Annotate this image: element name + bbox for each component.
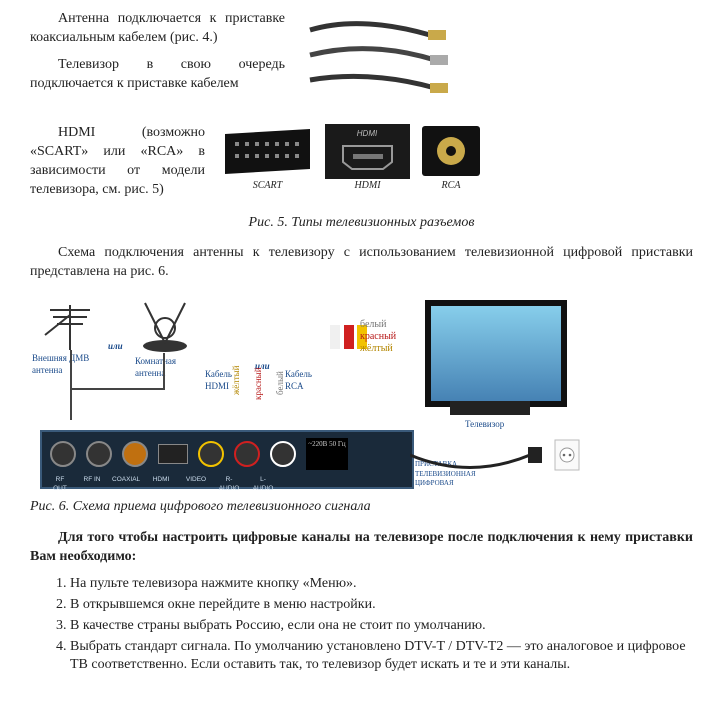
hdmi-icon: HDMI — [325, 124, 410, 179]
port-laudio — [270, 441, 296, 467]
rca-red-icon — [344, 325, 354, 349]
label-red-v: красный — [252, 368, 264, 401]
label-or-1: или — [108, 340, 123, 352]
caption-fig6: Рис. 6. Схема приема цифрового телевизио… — [30, 498, 693, 517]
rca-white-icon — [330, 325, 340, 349]
txt-video: VIDEO — [184, 476, 208, 494]
power-cable-icon — [410, 435, 580, 485]
para-setup-intro: Для того чтобы настроить цифровые каналы… — [30, 529, 693, 567]
coax-icon — [300, 10, 450, 120]
label-yellow: жёлтый — [360, 342, 393, 356]
scart-icon — [220, 124, 315, 179]
step-1: На пульте телевизора нажмите кнопку «Мен… — [70, 575, 693, 594]
step-4: Выбрать стандарт сигнала. По умолчанию у… — [70, 638, 693, 676]
para-coax: Антенна подключается к приставке коаксиа… — [30, 10, 285, 48]
image-coax-cables — [300, 10, 450, 120]
section-coax: Антенна подключается к приставке коаксиа… — [30, 10, 693, 120]
external-antenna-icon — [35, 295, 105, 355]
label-white-v: белый — [274, 371, 286, 395]
steps-list: На пульте телевизора нажмите кнопку «Мен… — [70, 575, 693, 675]
label-tv: Телевизор — [465, 418, 504, 430]
txt-laudio: L-AUDIO — [250, 476, 276, 494]
power-block: ~220В 50 Гц — [306, 438, 348, 470]
step-2: В открывшемся окне перейдите в меню наст… — [70, 596, 693, 615]
step-3: В качестве страны выбрать Россию, если о… — [70, 617, 693, 636]
connector-rca: RCA — [420, 124, 482, 193]
txt-hdmi: HDMI — [146, 476, 176, 494]
label-rca-cable: Кабель RCA — [285, 368, 325, 392]
figure-6-diagram: Внешняя ДМВ антенна или Комнатная антенн… — [30, 290, 590, 490]
label-hdmi: HDMI — [354, 179, 380, 193]
caption-fig5: Рис. 5. Типы телевизионных разъемов — [30, 214, 693, 233]
port-rfin — [86, 441, 112, 467]
settop-box: ~220В 50 Гц RF OUT RF IN COAXIAL HDMI VI… — [40, 430, 414, 489]
tv-icon — [425, 300, 567, 407]
para-hdmi: HDMI (возможно «SCART» или «RCA» в завис… — [30, 124, 205, 200]
port-raudio — [234, 441, 260, 467]
connector-hdmi: HDMI HDMI — [325, 124, 410, 193]
txt-coax: COAXIAL — [112, 476, 138, 494]
port-rfout — [50, 441, 76, 467]
label-rca: RCA — [442, 179, 461, 193]
port-hdmi — [158, 444, 188, 464]
connector-scart: SCART — [220, 124, 315, 193]
label-ext-antenna: Внешняя ДМВ антенна — [32, 352, 94, 376]
connector-images: SCART HDMI HDMI RCA — [220, 124, 482, 193]
port-video — [198, 441, 224, 467]
label-scart: SCART — [253, 179, 282, 193]
txt-rfin: RF IN — [80, 476, 104, 494]
svg-text:HDMI: HDMI — [357, 129, 378, 138]
room-antenna-icon — [135, 298, 195, 356]
rca-icon — [420, 124, 482, 179]
label-yellow-v: жёлтый — [230, 366, 242, 396]
para-tv-cable: Телевизор в свою очередь подключается к … — [30, 56, 285, 94]
section-connectors: HDMI (возможно «SCART» или «RCA» в завис… — [30, 124, 693, 208]
port-coaxial — [122, 441, 148, 467]
txt-raudio: R-AUDIO — [216, 476, 242, 494]
para-scheme: Схема подключения антенны к телевизору с… — [30, 244, 693, 282]
txt-rfout: RF OUT — [48, 476, 72, 494]
